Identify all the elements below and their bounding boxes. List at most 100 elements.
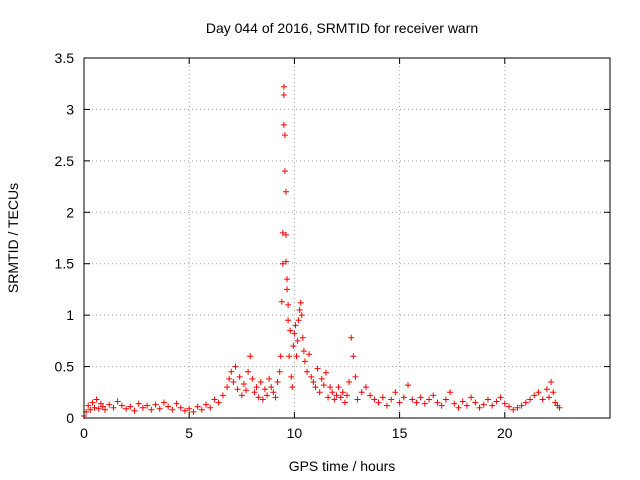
data-point [304, 368, 311, 375]
data-point [287, 327, 294, 334]
data-point [285, 301, 292, 308]
data-point [333, 392, 340, 399]
data-point [506, 403, 513, 410]
data-point [331, 396, 338, 403]
x-tick-label: 20 [497, 425, 513, 441]
data-point [344, 392, 350, 399]
data-point [400, 394, 407, 401]
data-point [230, 379, 237, 385]
data-point [276, 368, 283, 375]
data-point [148, 406, 155, 413]
axis-ticks [83, 57, 610, 419]
data-point [350, 353, 357, 360]
data-point [548, 379, 555, 385]
data-point [294, 337, 301, 344]
y-tick-labels: 0 0.5 1 1.5 2 2.5 3 3.5 [55, 50, 75, 426]
data-point [211, 396, 218, 403]
data-point [295, 317, 302, 324]
data-point [259, 396, 266, 403]
data-point [296, 307, 303, 313]
data-point [300, 348, 307, 355]
data-point [194, 403, 201, 410]
data-point [501, 400, 508, 407]
data-point [341, 399, 348, 406]
data-point [215, 399, 222, 406]
data-point [286, 353, 293, 360]
data-point [489, 402, 496, 409]
data-point [268, 384, 275, 391]
grid-lines [84, 58, 610, 418]
x-tick-labels: 0 5 10 15 20 [80, 425, 513, 441]
data-point [463, 402, 470, 409]
data-point [480, 401, 487, 408]
data-point [354, 396, 361, 403]
data-point [362, 384, 369, 391]
data-point [531, 392, 538, 399]
data-point [236, 373, 243, 380]
data-point [543, 386, 550, 393]
data-point [156, 405, 163, 412]
y-tick-label: 2.5 [55, 153, 75, 169]
data-point [279, 229, 286, 236]
data-point [556, 404, 563, 411]
data-point [383, 402, 390, 409]
data-point [292, 322, 299, 329]
data-point [228, 368, 235, 375]
data-point [224, 384, 231, 391]
data-point [281, 168, 288, 175]
data-point [181, 407, 188, 414]
data-point [280, 83, 287, 90]
data-point [314, 365, 321, 372]
data-point [335, 384, 342, 391]
data-point [139, 404, 146, 411]
data-point [245, 368, 252, 375]
data-point [308, 373, 315, 380]
data-point [293, 353, 300, 360]
data-point [434, 399, 441, 406]
data-point [270, 389, 277, 396]
data-point [251, 389, 258, 396]
data-point [190, 408, 197, 415]
data-point [89, 399, 96, 406]
x-tick-label: 0 [80, 425, 88, 441]
data-point [358, 389, 365, 396]
y-tick-label: 1.5 [55, 256, 75, 272]
data-point [459, 398, 466, 405]
data-point [379, 394, 386, 401]
data-point [272, 394, 279, 401]
data-point [396, 399, 403, 406]
data-point [280, 92, 287, 99]
data-point [535, 389, 542, 396]
data-point [234, 386, 241, 393]
data-point [545, 394, 552, 401]
data-point [186, 405, 193, 412]
data-point [409, 396, 416, 403]
data-point [510, 406, 517, 413]
data-point [282, 258, 289, 265]
data-point [274, 379, 281, 385]
data-point [472, 399, 479, 406]
data-point [282, 188, 289, 195]
data-point [152, 401, 159, 408]
data-point [249, 375, 256, 382]
data-point [285, 317, 292, 324]
data-point [289, 384, 296, 391]
data-point [118, 402, 125, 409]
data-point [337, 394, 344, 401]
data-point [127, 403, 134, 410]
data-point [91, 404, 98, 411]
data-point [518, 402, 525, 409]
plot-frame [83, 57, 611, 419]
data-point [316, 389, 323, 396]
data-point [310, 379, 317, 385]
data-point [247, 353, 254, 360]
data-point [131, 407, 138, 414]
data-point [438, 402, 445, 409]
data-point [102, 406, 109, 413]
data-point [539, 396, 546, 403]
data-point [284, 286, 291, 293]
x-tick-label: 15 [392, 425, 408, 441]
data-point [135, 400, 142, 407]
data-point [114, 398, 121, 405]
data-point [301, 358, 308, 365]
